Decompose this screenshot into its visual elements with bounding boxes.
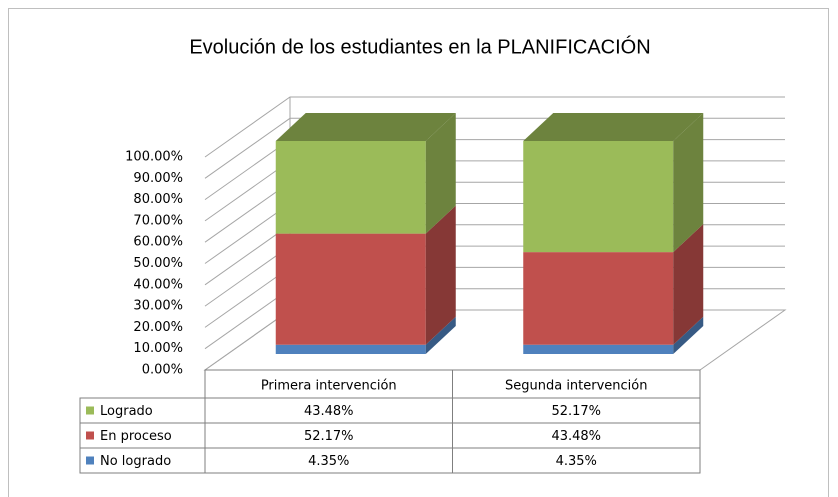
y-tick-label: 60.00% — [133, 235, 183, 250]
table-value: 43.48% — [551, 429, 601, 444]
bar-top — [275, 113, 456, 141]
bar-side — [673, 224, 704, 345]
table-value: 52.17% — [551, 404, 601, 419]
bar-side — [673, 316, 704, 354]
y-tick-label: 30.00% — [133, 299, 183, 314]
y-tick-label: 0.00% — [142, 363, 183, 378]
table-body-border — [79, 397, 701, 474]
bar-side — [425, 113, 456, 234]
bar — [523, 252, 674, 345]
legend-swatch — [86, 456, 94, 465]
bar — [275, 233, 426, 345]
y-tick-label: 10.00% — [133, 341, 183, 356]
legend-label: En proceso — [100, 429, 172, 444]
legend-label: Logrado — [100, 404, 153, 419]
legend-label: No logrado — [100, 454, 171, 469]
y-tick-label: 70.00% — [133, 213, 183, 228]
table-value: 43.48% — [304, 404, 354, 419]
table-header: Segunda intervención — [505, 379, 648, 394]
y-tick-label: 40.00% — [133, 277, 183, 292]
bar-side — [425, 316, 456, 354]
legend-swatch — [86, 431, 94, 440]
chart-title: Evolución de los estudiantes en la PLANI… — [189, 35, 650, 58]
bar — [275, 141, 426, 234]
table-value: 4.35% — [556, 454, 597, 469]
y-tick-label: 20.00% — [133, 320, 183, 335]
table-value: 4.35% — [308, 454, 349, 469]
y-tick-label: 50.00% — [133, 256, 183, 271]
table-header: Primera intervención — [261, 379, 397, 394]
legend-swatch — [86, 406, 94, 415]
y-tick-label: 80.00% — [133, 192, 183, 207]
bar — [275, 344, 426, 354]
bar-top — [523, 113, 704, 141]
y-tick-label: 100.00% — [125, 150, 183, 165]
bar-side — [425, 205, 456, 345]
y-tick-label: 90.00% — [133, 171, 183, 186]
bar — [523, 141, 674, 253]
bar-side — [673, 113, 704, 253]
table-value: 52.17% — [304, 429, 354, 444]
bar — [523, 344, 674, 354]
